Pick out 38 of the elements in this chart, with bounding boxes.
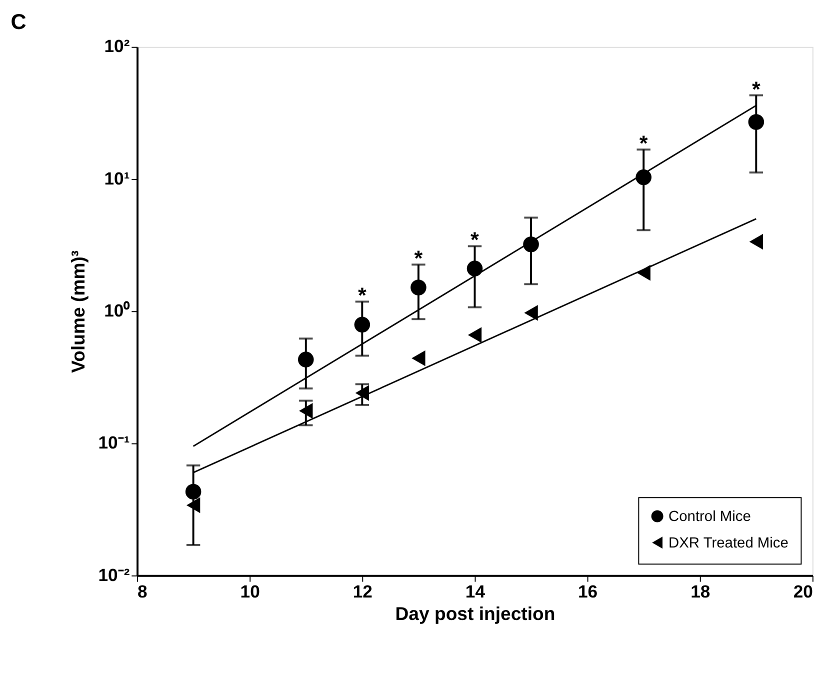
data-label: * — [470, 228, 480, 252]
point — [748, 114, 764, 130]
data-label: * — [414, 246, 424, 271]
point — [636, 264, 650, 281]
point — [186, 497, 200, 514]
point — [354, 316, 370, 333]
x-tick-label: 18 — [690, 581, 710, 602]
legend-label: Control Mice — [668, 509, 751, 526]
x-tick-label: 20 — [793, 581, 814, 602]
point — [524, 304, 538, 321]
point — [299, 402, 313, 419]
x-tick-label: 12 — [352, 581, 373, 602]
point — [298, 352, 314, 368]
point — [466, 260, 483, 276]
point — [468, 327, 482, 343]
point — [523, 236, 539, 252]
x-tick-label: 10 — [240, 581, 260, 602]
x-tick-label: 16 — [578, 581, 598, 602]
data-label: * — [358, 284, 367, 308]
y-tick-label: 10¹ — [104, 168, 130, 188]
x-tick-label: 8 — [138, 581, 148, 602]
point — [636, 169, 652, 186]
point — [355, 385, 370, 401]
y-axis-title: Volume (mm)³ — [68, 250, 89, 373]
y-tick-label: 10⁻¹ — [98, 432, 130, 453]
point — [410, 280, 426, 296]
data-label: * — [752, 77, 761, 102]
y-tick-label: 10⁰ — [104, 300, 131, 321]
chart-title: C — [10, 10, 26, 34]
x-axis-title: Day post injection — [395, 602, 556, 624]
y-tick-label: 10² — [104, 36, 130, 56]
y-tick-label: 10⁻² — [98, 564, 130, 585]
x-tick-label: 14 — [465, 581, 486, 602]
data-label: * — [639, 132, 648, 156]
legend-label: DXR Treated Mice — [668, 536, 788, 552]
point — [412, 350, 426, 366]
point — [185, 484, 202, 500]
point — [749, 234, 763, 250]
